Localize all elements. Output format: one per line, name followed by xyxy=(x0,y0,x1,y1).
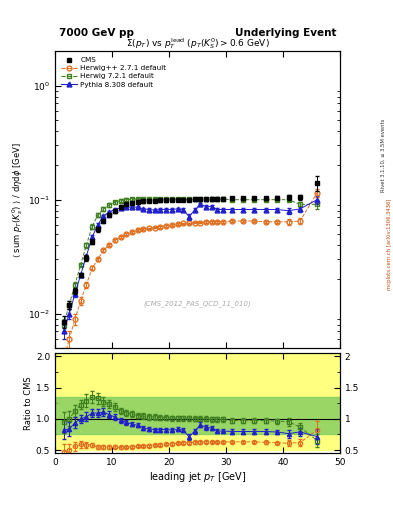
Y-axis label: Ratio to CMS: Ratio to CMS xyxy=(24,376,33,430)
Y-axis label: $\langle$ sum $p_T(K_s^0)$ $\rangle$ / d$\eta$d$\phi$ [GeV]: $\langle$ sum $p_T(K_s^0)$ $\rangle$ / d… xyxy=(10,142,25,258)
Text: mcplots.cern.ch [arXiv:1306.3436]: mcplots.cern.ch [arXiv:1306.3436] xyxy=(387,199,391,290)
Text: 7000 GeV pp: 7000 GeV pp xyxy=(59,28,134,38)
Text: Underlying Event: Underlying Event xyxy=(235,28,336,38)
Legend: CMS, Herwig++ 2.7.1 default, Herwig 7.2.1 default, Pythia 8.308 default: CMS, Herwig++ 2.7.1 default, Herwig 7.2.… xyxy=(59,55,169,90)
X-axis label: leading jet $p_T$ [GeV]: leading jet $p_T$ [GeV] xyxy=(149,470,246,484)
Text: (CMS_2012_PAS_QCD_11_010): (CMS_2012_PAS_QCD_11_010) xyxy=(143,300,252,307)
Text: Rivet 3.1.10, ≥ 3.5M events: Rivet 3.1.10, ≥ 3.5M events xyxy=(381,118,386,192)
Title: $\Sigma(p_T)$ vs $p_T^{\mathrm{lead}}$ $(p_T(K_S^0) > 0.6$ GeV$)$: $\Sigma(p_T)$ vs $p_T^{\mathrm{lead}}$ $… xyxy=(126,36,269,51)
